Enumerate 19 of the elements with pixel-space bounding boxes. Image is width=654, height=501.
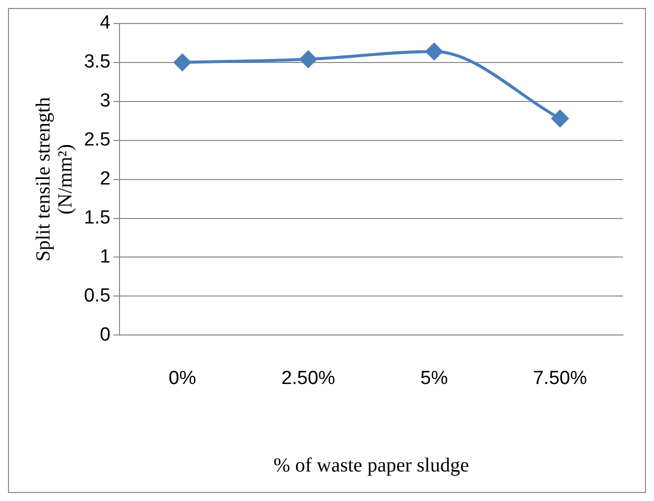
point	[300, 50, 317, 68]
x-tick-label: 5%	[420, 368, 448, 389]
point	[426, 42, 443, 60]
y-axis-title: Split tensile strength (N/mm²)	[32, 97, 76, 262]
y-tick-label: 3	[100, 90, 110, 112]
x-tick-label: 7.50%	[533, 368, 588, 389]
point	[174, 54, 191, 71]
y-tick-label: 1.5	[84, 208, 110, 229]
y-tick-label: 2	[100, 168, 110, 190]
y-tick-label: 4	[100, 12, 111, 34]
y-tick-label: 0.5	[84, 285, 110, 306]
y-tick-label: 2.5	[84, 130, 110, 151]
x-axis-title: % of waste paper sludge	[273, 454, 470, 476]
y-tick-label: 1	[100, 246, 110, 268]
y-tick-label: 3.5	[84, 52, 110, 73]
y-tick-label: 0	[100, 324, 110, 346]
x-tick-label: 2.50%	[281, 368, 336, 389]
x-tick-label: 0%	[168, 368, 196, 389]
point	[552, 110, 569, 127]
